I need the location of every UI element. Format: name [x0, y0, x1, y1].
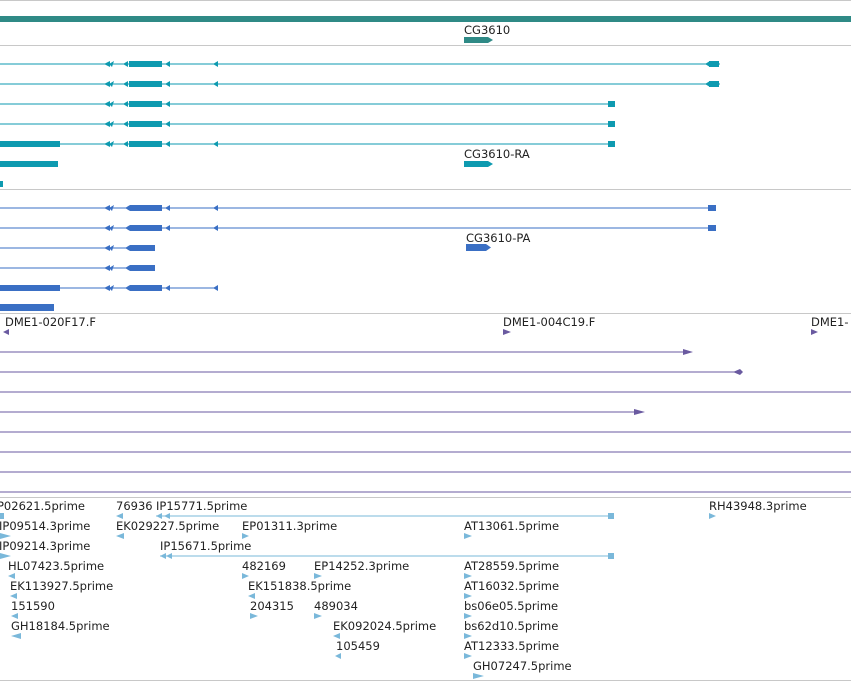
est-feature[interactable]	[242, 533, 249, 539]
protein-row[interactable]	[0, 265, 155, 271]
clone-row[interactable]	[0, 409, 645, 415]
est-feature[interactable]	[8, 573, 15, 579]
est-label: AT12333.5prime	[464, 639, 559, 653]
transcript-feature[interactable]	[464, 161, 493, 167]
transcript-row[interactable]	[0, 101, 615, 107]
est-label: EP14252.3prime	[314, 559, 409, 573]
est-label: 482169	[242, 559, 286, 573]
clone-row[interactable]	[0, 369, 743, 375]
est-feature[interactable]	[0, 553, 11, 559]
clone-row[interactable]	[0, 349, 693, 355]
clone-track: DME1-020F17.F DME1-004C19.F DME1-	[0, 315, 851, 493]
transcript-label: CG3610-RA	[464, 147, 530, 161]
transcript-fragment[interactable]	[0, 161, 58, 167]
transcript-track: CG3610-RA	[0, 61, 720, 187]
clone-label: DME1-020F17.F	[5, 315, 96, 329]
est-feature[interactable]	[11, 613, 18, 619]
est-feature[interactable]	[333, 633, 340, 639]
est-feature[interactable]	[160, 553, 614, 559]
est-label: IP09214.3prime	[0, 539, 90, 553]
est-label: 76936	[116, 499, 153, 513]
gene-span-bar[interactable]	[0, 16, 851, 22]
est-feature[interactable]	[464, 633, 472, 639]
est-label: AT28559.5prime	[464, 559, 559, 573]
gene-feature[interactable]	[464, 37, 493, 43]
est-label: 489034	[314, 599, 358, 613]
transcript-row[interactable]	[0, 141, 615, 147]
transcript-row[interactable]	[0, 81, 720, 87]
est-label: 151590	[11, 599, 55, 613]
est-label: EK029227.5prime	[116, 519, 219, 533]
transcript-fragment[interactable]	[0, 181, 3, 187]
est-feature[interactable]	[709, 513, 716, 519]
est-feature[interactable]	[335, 653, 341, 659]
est-label: 105459	[336, 639, 380, 653]
est-label: AT16032.5prime	[464, 579, 559, 593]
est-label: bs62d10.5prime	[464, 619, 558, 633]
est-feature[interactable]	[464, 613, 472, 619]
est-feature[interactable]	[473, 673, 484, 679]
clone-marker[interactable]	[811, 329, 818, 335]
est-label: EK151838.5prime	[248, 579, 351, 593]
est-feature[interactable]	[156, 513, 614, 519]
est-label: AT13061.5prime	[464, 519, 559, 533]
clone-marker[interactable]	[3, 329, 9, 335]
gene-track: CG3610	[0, 16, 851, 43]
transcript-row[interactable]	[0, 121, 615, 127]
gene-label: CG3610	[464, 23, 510, 37]
protein-row[interactable]	[0, 225, 716, 231]
est-feature[interactable]	[314, 613, 322, 619]
est-feature[interactable]	[464, 593, 472, 599]
protein-row[interactable]	[0, 205, 716, 211]
est-label: EK113927.5prime	[10, 579, 113, 593]
est-label: EK092024.5prime	[333, 619, 436, 633]
est-label: GH18184.5prime	[11, 619, 110, 633]
protein-feature[interactable]	[466, 244, 491, 251]
est-feature[interactable]	[116, 513, 123, 519]
est-feature[interactable]	[314, 573, 322, 579]
protein-label: CG3610-PA	[466, 231, 531, 245]
est-label: IP15771.5prime	[156, 499, 247, 513]
est-label: bs06e05.5prime	[464, 599, 558, 613]
protein-row[interactable]	[0, 245, 155, 251]
est-label: GH07247.5prime	[473, 659, 572, 673]
est-feature[interactable]	[464, 653, 472, 659]
est-feature[interactable]	[242, 573, 249, 579]
est-label: IP09514.3prime	[0, 519, 90, 533]
protein-track: CG3610-PA	[0, 205, 716, 311]
est-feature[interactable]	[0, 513, 4, 519]
est-feature[interactable]	[10, 593, 17, 599]
est-label: EP01311.3prime	[242, 519, 337, 533]
clone-label: DME1-004C19.F	[503, 315, 595, 329]
est-feature[interactable]	[250, 613, 258, 619]
protein-fragment[interactable]	[0, 304, 54, 311]
est-feature[interactable]	[11, 633, 21, 639]
protein-row[interactable]	[0, 285, 218, 291]
est-feature[interactable]	[0, 533, 11, 539]
est-label: 204315	[250, 599, 294, 613]
est-feature[interactable]	[464, 573, 472, 579]
est-label: RH43948.3prime	[709, 499, 807, 513]
est-feature[interactable]	[248, 593, 255, 599]
est-feature[interactable]	[116, 533, 124, 539]
est-track: P02621.5prime 76936 IP15771.5prime RH439…	[0, 499, 807, 679]
transcript-row[interactable]	[0, 61, 720, 67]
est-label: HL07423.5prime	[8, 559, 104, 573]
est-label: P02621.5prime	[0, 499, 85, 513]
est-label: IP15671.5prime	[160, 539, 251, 553]
est-feature[interactable]	[464, 533, 472, 539]
clone-label: DME1-	[811, 315, 849, 329]
clone-marker[interactable]	[503, 329, 511, 335]
